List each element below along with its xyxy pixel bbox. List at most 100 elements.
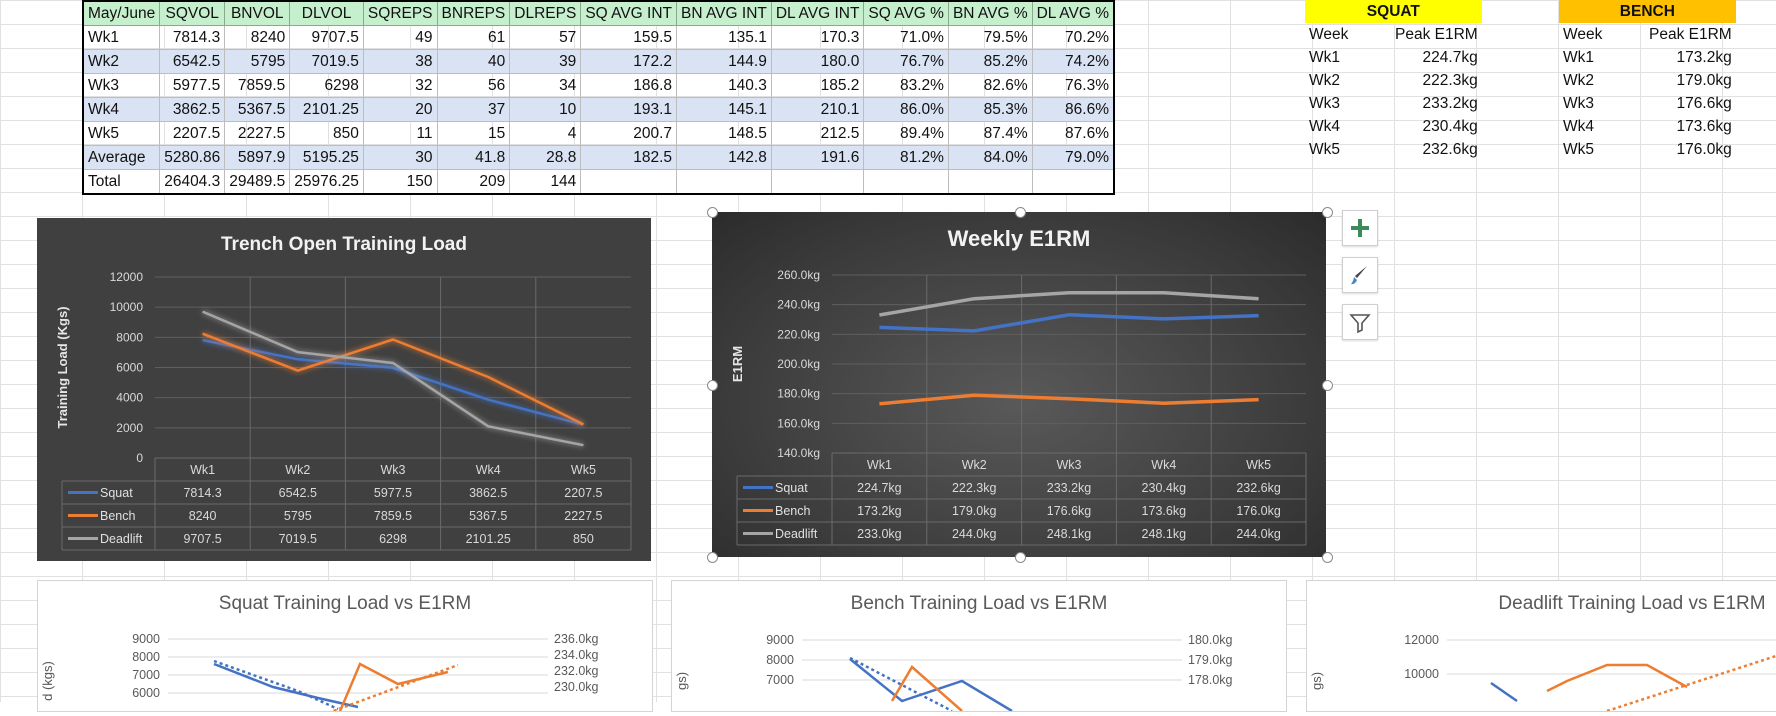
table-cell[interactable]: 173.2kg xyxy=(1676,48,1732,66)
table-cell[interactable]: Average xyxy=(82,145,161,170)
table-cell[interactable]: Wk2 xyxy=(82,49,161,74)
table-cell[interactable]: 32 xyxy=(362,73,438,98)
table-cell[interactable]: 74.2% xyxy=(1031,49,1115,74)
table-cell[interactable]: 70.2% xyxy=(1031,25,1115,50)
deadlift-load-vs-e1rm-chart[interactable]: Deadlift Training Load vs E1RM gs) 10000 12… xyxy=(1306,580,1776,713)
table-cell[interactable]: 185.2 xyxy=(770,73,865,98)
table-cell[interactable]: 176.0kg xyxy=(1676,140,1732,158)
table-cell[interactable]: 209 xyxy=(436,169,511,195)
table-cell[interactable]: 56 xyxy=(436,73,511,98)
table-cell[interactable]: 159.5 xyxy=(580,25,678,50)
table-cell[interactable]: 144 xyxy=(509,169,582,195)
chart-styles-button[interactable] xyxy=(1342,257,1378,293)
table-cell[interactable]: 11 xyxy=(362,121,438,146)
table-cell[interactable]: 5280.86 xyxy=(159,145,226,170)
table-cell[interactable]: 145.1 xyxy=(676,97,772,122)
table-cell[interactable]: 170.3 xyxy=(770,25,865,50)
table-cell[interactable]: 5977.5 xyxy=(159,73,226,98)
table-cell[interactable]: 87.6% xyxy=(1031,121,1115,146)
header-dl-avg[interactable]: DL AVG % xyxy=(1031,0,1115,26)
table-cell[interactable] xyxy=(1031,169,1115,195)
table-cell[interactable]: Wk3 xyxy=(1563,94,1594,112)
table-cell[interactable]: Wk2 xyxy=(1309,71,1340,89)
table-cell[interactable]: 5195.25 xyxy=(289,145,364,170)
table-cell[interactable]: 6298 xyxy=(289,73,364,98)
table-cell[interactable]: 29489.5 xyxy=(224,169,291,195)
table-cell[interactable]: 850 xyxy=(289,121,364,146)
table-cell[interactable]: 140.3 xyxy=(676,73,772,98)
table-cell[interactable]: 10 xyxy=(509,97,582,122)
table-cell[interactable] xyxy=(770,169,865,195)
table-cell[interactable]: 34 xyxy=(509,73,582,98)
table-cell[interactable]: 38 xyxy=(362,49,438,74)
table-cell[interactable]: 186.8 xyxy=(580,73,678,98)
table-cell[interactable]: 71.0% xyxy=(863,25,949,50)
header-sqvol[interactable]: SQVOL xyxy=(159,0,226,26)
table-cell[interactable]: 87.4% xyxy=(947,121,1033,146)
table-cell[interactable]: 40 xyxy=(436,49,511,74)
table-cell[interactable]: 7859.5 xyxy=(224,73,291,98)
table-cell[interactable]: 144.9 xyxy=(676,49,772,74)
table-cell[interactable]: 8240 xyxy=(224,25,291,50)
resize-handle-br[interactable] xyxy=(1322,552,1333,563)
table-cell[interactable]: 172.2 xyxy=(580,49,678,74)
header-bnreps[interactable]: BNREPS xyxy=(436,0,511,26)
table-cell[interactable]: 173.6kg xyxy=(1676,117,1732,135)
table-cell[interactable] xyxy=(676,169,772,195)
squat-table-title[interactable]: SQUAT xyxy=(1305,0,1482,23)
table-cell[interactable]: 6542.5 xyxy=(159,49,226,74)
table-cell[interactable]: 224.7kg xyxy=(1422,48,1478,66)
table-cell[interactable]: 26404.3 xyxy=(159,169,226,195)
table-cell[interactable]: 4 xyxy=(509,121,582,146)
table-cell[interactable]: Wk5 xyxy=(1309,140,1340,158)
table-cell[interactable]: 3862.5 xyxy=(159,97,226,122)
resize-handle-tl[interactable] xyxy=(707,207,718,218)
table-cell[interactable]: 222.3kg xyxy=(1422,71,1478,89)
bench-table-title[interactable]: BENCH xyxy=(1559,0,1736,23)
table-cell[interactable]: 83.2% xyxy=(863,73,949,98)
table-cell[interactable]: 89.4% xyxy=(863,121,949,146)
table-cell[interactable]: 85.2% xyxy=(947,49,1033,74)
table-cell[interactable]: 191.6 xyxy=(770,145,865,170)
table-cell[interactable]: Total xyxy=(82,169,161,195)
table-cell[interactable] xyxy=(947,169,1033,195)
header-bn-avg-int[interactable]: BN AVG INT xyxy=(676,0,772,26)
table-cell[interactable]: 230.4kg xyxy=(1422,117,1478,135)
table-cell[interactable]: 176.6kg xyxy=(1676,94,1732,112)
resize-handle-l[interactable] xyxy=(707,380,718,391)
table-cell[interactable]: 79.0% xyxy=(1031,145,1115,170)
squat-load-vs-e1rm-chart[interactable]: Squat Training Load vs E1RM d (kgs) 6000 70… xyxy=(37,580,653,716)
resize-handle-tr[interactable] xyxy=(1322,207,1333,218)
weekly-e1rm-chart[interactable]: Weekly E1RM E1RM 140.0kg 160.0kg 180.0kg 200.… xyxy=(712,212,1326,557)
table-cell[interactable]: 210.1 xyxy=(770,97,865,122)
table-cell[interactable]: 5795 xyxy=(224,49,291,74)
table-cell[interactable]: 49 xyxy=(362,25,438,50)
table-cell[interactable]: 9707.5 xyxy=(289,25,364,50)
table-cell[interactable]: 2227.5 xyxy=(224,121,291,146)
table-cell[interactable]: Wk4 xyxy=(82,97,161,122)
table-cell[interactable]: 232.6kg xyxy=(1422,140,1478,158)
table-cell[interactable] xyxy=(580,169,678,195)
table-cell[interactable]: 86.6% xyxy=(1031,97,1115,122)
table-cell[interactable]: Wk1 xyxy=(1563,48,1594,66)
table-cell[interactable]: 233.2kg xyxy=(1422,94,1478,112)
header-bnvol[interactable]: BNVOL xyxy=(224,0,291,26)
table-cell[interactable]: 200.7 xyxy=(580,121,678,146)
table-cell[interactable]: 142.8 xyxy=(676,145,772,170)
table-cell[interactable]: 30 xyxy=(362,145,438,170)
table-cell[interactable]: 179.0kg xyxy=(1676,71,1732,89)
table-cell[interactable]: Wk5 xyxy=(1563,140,1594,158)
table-cell[interactable]: 5367.5 xyxy=(224,97,291,122)
training-load-chart[interactable]: Trench Open Training Load Training Load (… xyxy=(37,218,651,561)
table-cell[interactable]: Wk2 xyxy=(1563,71,1594,89)
bench-col-week[interactable]: Week xyxy=(1563,25,1603,43)
table-cell[interactable]: 7019.5 xyxy=(289,49,364,74)
table-cell[interactable]: 76.7% xyxy=(863,49,949,74)
table-cell[interactable]: 82.6% xyxy=(947,73,1033,98)
resize-handle-r[interactable] xyxy=(1322,380,1333,391)
table-cell[interactable]: 28.8 xyxy=(509,145,582,170)
table-cell[interactable]: 135.1 xyxy=(676,25,772,50)
table-cell[interactable]: 84.0% xyxy=(947,145,1033,170)
table-cell[interactable]: 57 xyxy=(509,25,582,50)
table-cell[interactable]: 81.2% xyxy=(863,145,949,170)
